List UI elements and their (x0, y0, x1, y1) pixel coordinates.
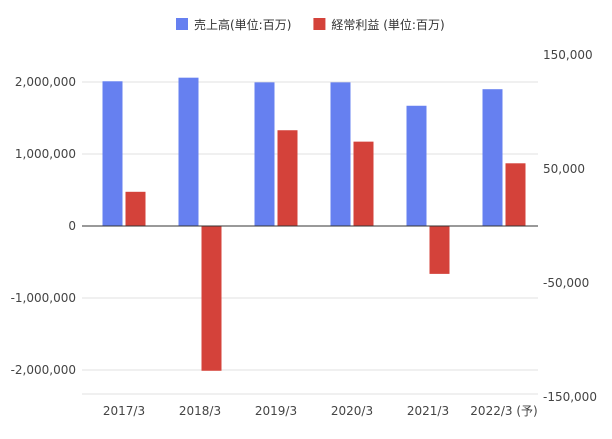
x-tick-label: 2017/3 (103, 404, 145, 418)
left-axis: 2,000,000 1,000,000 0 -1,000,000 -2,000,000 (11, 75, 76, 377)
sales-bar (330, 82, 351, 226)
left-tick-label: 2,000,000 (15, 75, 76, 89)
legend: 売上高(単位:百万) 経常利益 (単位:百万) (176, 17, 445, 32)
left-tick-label: -1,000,000 (11, 291, 76, 305)
ordinary-profit-bar (201, 226, 222, 371)
x-axis: 2017/3 2018/3 2019/3 2020/3 2021/3 2022/3 (予) (103, 404, 538, 418)
left-tick-label: 0 (68, 219, 76, 233)
legend-swatch (313, 18, 326, 30)
legend-label: 経常利益 (単位:百万) (331, 17, 444, 32)
ordinary-profit-bar (429, 226, 450, 274)
ordinary-profit-bar (125, 191, 146, 226)
sales-bar (178, 77, 199, 227)
right-tick-label: 50,000 (543, 162, 585, 176)
sales-bar (254, 82, 275, 226)
sales-bar (482, 89, 503, 226)
gridlines (82, 81, 538, 395)
legend-swatch (176, 18, 188, 30)
bars (102, 77, 526, 371)
x-tick-label: 2022/3 (予) (470, 404, 537, 418)
left-tick-label: 1,000,000 (15, 147, 76, 161)
right-axis: 150,000 50,000 -50,000 -150,000 (543, 48, 597, 404)
right-tick-label: -150,000 (543, 390, 597, 404)
sales-bar (102, 81, 123, 226)
ordinary-profit-bar (505, 163, 526, 226)
legend-label: 売上高(単位:百万) (194, 17, 291, 32)
x-tick-label: 2018/3 (179, 404, 221, 418)
x-tick-label: 2021/3 (407, 404, 449, 418)
x-tick-label: 2020/3 (331, 404, 373, 418)
sales-bar (406, 105, 427, 226)
right-tick-label: 150,000 (543, 48, 593, 62)
right-tick-label: -50,000 (543, 276, 589, 290)
ordinary-profit-bar (353, 141, 374, 226)
left-tick-label: -2,000,000 (11, 363, 76, 377)
ordinary-profit-bar (277, 130, 298, 226)
x-tick-label: 2019/3 (255, 404, 297, 418)
